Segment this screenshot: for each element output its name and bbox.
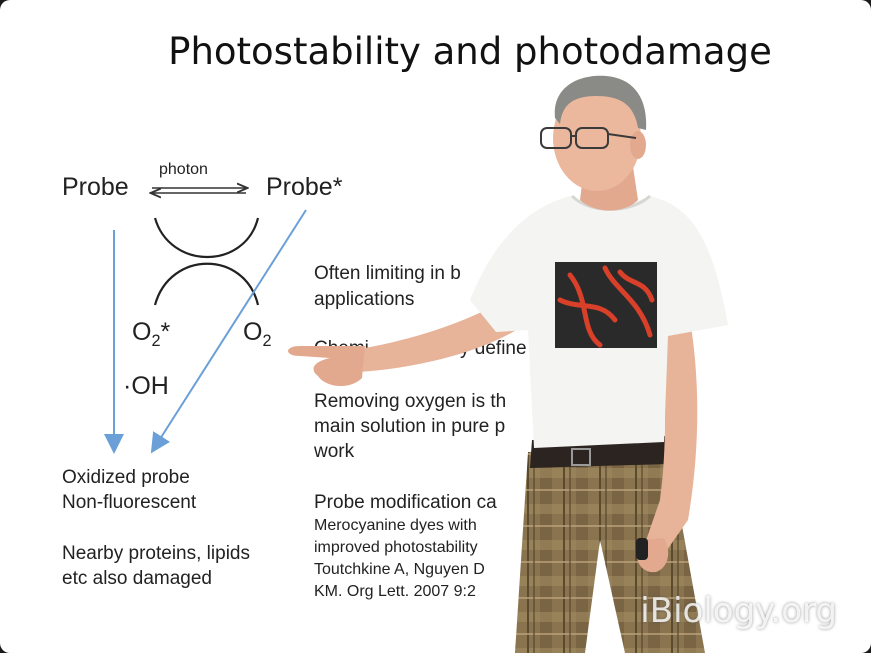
- right-arm: [642, 320, 698, 560]
- reference-line3: Toutchkine A, Nguyen D: [314, 561, 485, 578]
- slide-title: Photostability and photodamage: [168, 30, 772, 73]
- oxidized-probe-label: Oxidized probe: [62, 467, 190, 488]
- singlet-oxygen-label: O2*: [132, 318, 171, 350]
- hydroxyl-label: ·OH: [123, 372, 169, 400]
- non-fluorescent-label: Non-fluorescent: [62, 492, 197, 513]
- reference-line4: KM. Org Lett. 2007 9:2: [314, 583, 476, 600]
- curve-upper: [153, 217, 260, 259]
- bullet-4-line1: Probe modification ca: [314, 492, 497, 513]
- hair: [554, 75, 647, 130]
- pointing-hand: [288, 346, 365, 387]
- bullet-1-line1: Often limiting in b: [314, 263, 461, 284]
- probe-excited-label: Probe*: [266, 173, 343, 201]
- probe-label: Probe: [62, 173, 129, 201]
- clicker-remote: [636, 538, 648, 560]
- glasses: [540, 127, 637, 149]
- oxygen-label: O2: [243, 318, 272, 350]
- ear: [630, 131, 646, 159]
- trousers: [515, 448, 705, 653]
- ibiology-watermark: iBiology.org: [640, 591, 837, 631]
- bullet-3-line3: work: [314, 441, 355, 462]
- belt-buckle: [571, 448, 591, 466]
- curve-lower: [153, 262, 260, 306]
- bullet-3-line2: main solution in pure p: [314, 416, 506, 437]
- reference-line1: Merocyanine dyes with: [314, 517, 477, 534]
- excited-probe-oxidation-arrow: [150, 209, 307, 454]
- reference-line2: improved photostability: [314, 539, 478, 556]
- bullet-1-line2: applications: [314, 289, 415, 310]
- nearby-damage-line1: Nearby proteins, lipids: [62, 543, 250, 564]
- pointing-arm: [358, 300, 520, 372]
- head: [553, 85, 641, 191]
- nearby-damage-line2: etc also damaged: [62, 568, 212, 589]
- photon-label: photon: [159, 161, 208, 178]
- bullet-3-line1: Removing oxygen is th: [314, 391, 507, 412]
